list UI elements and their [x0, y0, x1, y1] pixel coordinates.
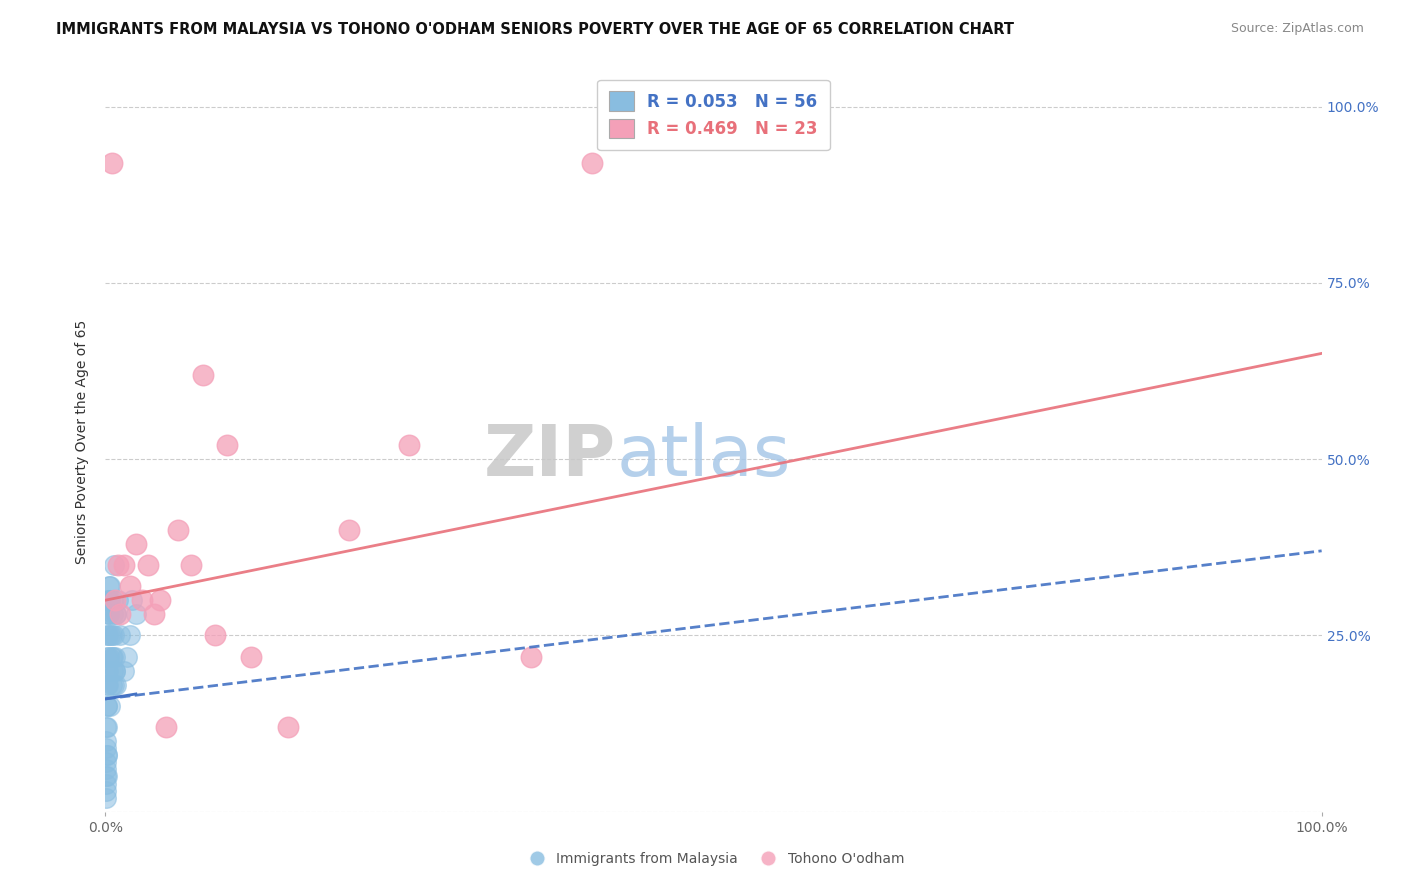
Point — [104, 664, 127, 678]
Point — [94, 783, 117, 797]
Point — [103, 628, 125, 642]
Point — [96, 720, 118, 734]
Point — [104, 593, 127, 607]
Point — [240, 649, 263, 664]
Point — [96, 748, 118, 763]
Text: atlas: atlas — [616, 422, 790, 491]
Point — [107, 558, 129, 572]
Point — [100, 628, 122, 642]
Point — [143, 607, 166, 622]
Point — [94, 756, 117, 770]
Point — [98, 698, 121, 713]
Point — [131, 593, 153, 607]
Point — [96, 769, 118, 783]
Point — [98, 579, 121, 593]
Point — [98, 607, 121, 622]
Point — [108, 628, 131, 642]
Point — [112, 664, 135, 678]
Point — [103, 678, 125, 692]
Point — [98, 628, 121, 642]
Text: Source: ZipAtlas.com: Source: ZipAtlas.com — [1230, 22, 1364, 36]
Point — [136, 558, 159, 572]
Point — [118, 579, 141, 593]
Point — [98, 579, 121, 593]
Point — [101, 593, 124, 607]
Point — [118, 628, 141, 642]
Point — [98, 593, 121, 607]
Point — [96, 748, 118, 763]
Point — [94, 769, 117, 783]
Text: ZIP: ZIP — [484, 422, 616, 491]
Point — [96, 664, 118, 678]
Point — [96, 698, 118, 713]
Point — [96, 698, 118, 713]
Point — [101, 607, 124, 622]
Point — [105, 607, 128, 622]
Point — [125, 607, 148, 622]
Point — [398, 438, 420, 452]
Point — [101, 664, 124, 678]
Legend: Immigrants from Malaysia, Tohono O'odham: Immigrants from Malaysia, Tohono O'odham — [517, 847, 910, 871]
Point — [167, 523, 190, 537]
Point — [97, 607, 120, 622]
Point — [98, 607, 121, 622]
Point — [96, 678, 118, 692]
Point — [97, 664, 120, 678]
Point — [180, 558, 202, 572]
Point — [103, 558, 125, 572]
Point — [94, 790, 117, 805]
Point — [520, 649, 543, 664]
Point — [96, 628, 118, 642]
Point — [100, 156, 122, 170]
Point — [100, 678, 122, 692]
Point — [155, 720, 177, 734]
Point — [100, 649, 122, 664]
Point — [105, 607, 128, 622]
Point — [105, 678, 128, 692]
Point — [149, 593, 172, 607]
Point — [117, 649, 139, 664]
Point — [101, 649, 124, 664]
Point — [96, 649, 118, 664]
Point — [121, 593, 143, 607]
Point — [98, 593, 121, 607]
Point — [98, 649, 121, 664]
Point — [97, 628, 120, 642]
Point — [112, 558, 135, 572]
Point — [96, 734, 118, 748]
Point — [104, 649, 127, 664]
Point — [581, 156, 603, 170]
Point — [97, 593, 120, 607]
Point — [96, 720, 118, 734]
Point — [337, 523, 360, 537]
Text: IMMIGRANTS FROM MALAYSIA VS TOHONO O'ODHAM SENIORS POVERTY OVER THE AGE OF 65 CO: IMMIGRANTS FROM MALAYSIA VS TOHONO O'ODH… — [56, 22, 1014, 37]
Point — [217, 438, 239, 452]
Point — [191, 368, 214, 382]
Point — [96, 741, 118, 756]
Point — [97, 678, 120, 692]
Point — [104, 664, 127, 678]
Point — [108, 607, 131, 622]
Y-axis label: Seniors Poverty Over the Age of 65: Seniors Poverty Over the Age of 65 — [76, 319, 90, 564]
Point — [277, 720, 299, 734]
Point — [107, 593, 129, 607]
Point — [125, 537, 148, 551]
Point — [204, 628, 226, 642]
Point — [94, 763, 117, 777]
Point — [94, 776, 117, 790]
